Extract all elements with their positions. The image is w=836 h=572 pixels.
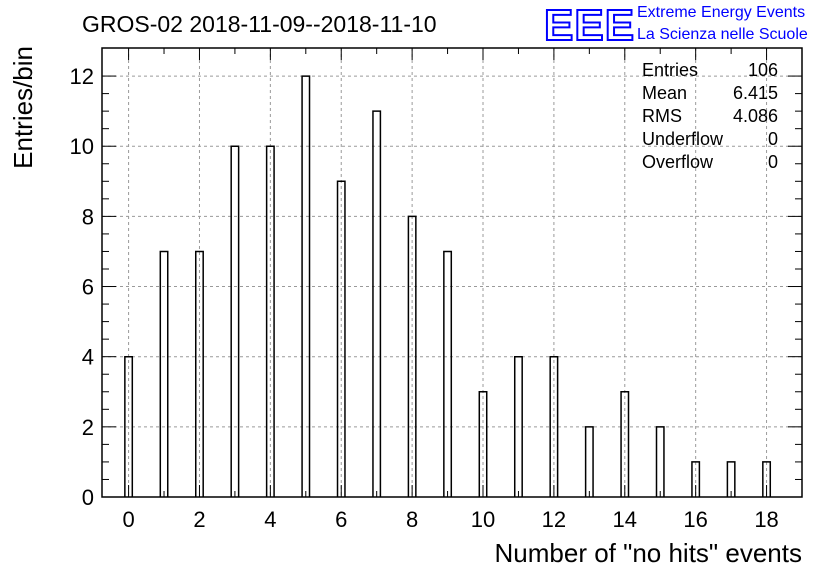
plot-frame: [101, 47, 803, 498]
histogram-bar: [265, 145, 275, 497]
histogram-bar: [762, 461, 772, 497]
x-tick-label: 12: [542, 507, 566, 532]
stats-entries-label: Entries: [642, 60, 698, 80]
y-tick-label: 4: [82, 345, 94, 370]
histogram-bar: [230, 145, 240, 497]
stats-entries-value: 106: [748, 60, 778, 80]
histogram-bar: [372, 110, 382, 497]
x-tick-label: 4: [264, 507, 276, 532]
x-tick-label: 0: [122, 507, 134, 532]
x-tick-label: 6: [335, 507, 347, 532]
histogram-bar: [443, 250, 453, 497]
histogram-bar: [620, 391, 630, 497]
stats-overflow-label: Overflow: [642, 152, 714, 172]
histogram-bar: [336, 180, 346, 497]
y-tick-label: 6: [82, 275, 94, 300]
x-tick-label: 8: [406, 507, 418, 532]
y-tick-label: 2: [82, 415, 94, 440]
stats-overflow-value: 0: [768, 152, 778, 172]
histogram-bar: [655, 426, 665, 497]
logo-line-1: Extreme Energy Events: [637, 4, 805, 21]
tick-labels: 0 2 4 6 8 10 12 14 16 18 0 2 4 6 8 10 12: [70, 64, 779, 532]
x-tick-label: 18: [754, 507, 778, 532]
axis-ticks: [102, 48, 802, 498]
stats-underflow-value: 0: [768, 129, 778, 149]
stats-mean-value: 6.415: [733, 83, 778, 103]
y-axis-label: Entries/bin: [8, 46, 38, 169]
histogram-bar: [726, 461, 736, 497]
histogram-bar: [549, 355, 559, 497]
bars: [124, 75, 772, 497]
x-axis-label: Number of "no hits" events: [495, 538, 803, 568]
y-tick-label: 12: [70, 64, 94, 89]
stats-underflow-label: Underflow: [642, 129, 724, 149]
stats-box: Entries 106 Mean 6.415 RMS 4.086 Underfl…: [642, 60, 778, 172]
histogram-bar: [584, 426, 594, 497]
x-tick-label: 2: [193, 507, 205, 532]
stats-rms-value: 4.086: [733, 106, 778, 126]
histogram-bar: [124, 355, 134, 497]
y-tick-label: 10: [70, 134, 94, 159]
histogram-bar: [513, 355, 523, 497]
stats-rms-label: RMS: [642, 106, 682, 126]
logo-line-2: La Scienza nelle Scuole: [637, 26, 808, 43]
histogram-bar: [301, 75, 311, 497]
x-tick-label: 16: [683, 507, 707, 532]
x-tick-label: 10: [471, 507, 495, 532]
stats-mean-label: Mean: [642, 83, 687, 103]
histogram-bar: [691, 461, 701, 497]
eee-logo-mark: EEE: [544, 1, 635, 50]
y-tick-label: 8: [82, 204, 94, 229]
histogram-bar: [159, 250, 169, 497]
histogram-bar: [194, 250, 204, 497]
eee-logo: EEE Extreme Energy Events La Scienza nel…: [543, 0, 808, 51]
chart-title: GROS-02 2018-11-09--2018-11-10: [82, 11, 437, 37]
x-tick-label: 14: [613, 507, 637, 532]
histogram-bar: [407, 215, 417, 497]
y-tick-label: 0: [82, 485, 94, 510]
histogram-bar: [478, 391, 488, 497]
